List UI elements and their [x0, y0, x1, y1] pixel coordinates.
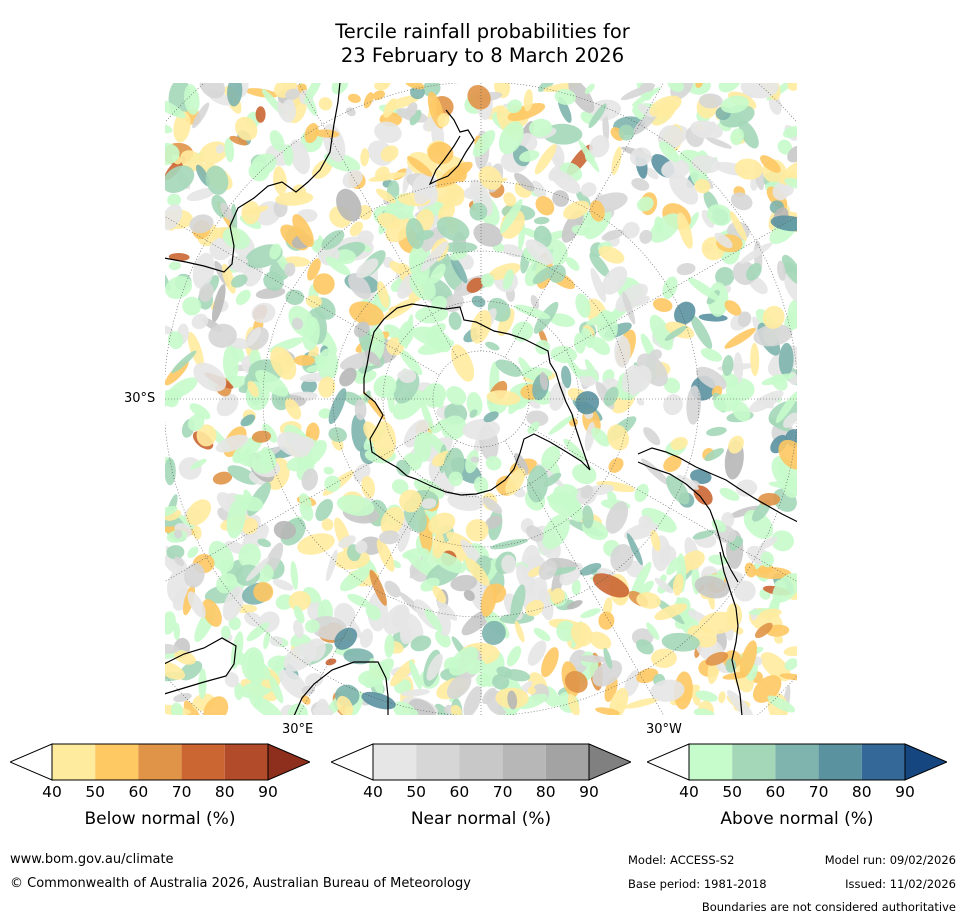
colorbar-tick-label: 90 [895, 783, 915, 801]
africa-coast [164, 637, 389, 716]
colorbar-min-extension [331, 743, 374, 781]
colorbar-tick-label: 80 [214, 783, 235, 801]
colorbar-label: Above normal (%) [720, 809, 874, 829]
probability-field [164, 82, 798, 716]
colorbar-swatch [52, 744, 96, 780]
latitude-circle [262, 180, 700, 618]
title-line-2: 23 February to 8 March 2026 [340, 44, 625, 67]
colorbar-swatch [95, 744, 139, 780]
lon-label-30e: 30°E [282, 722, 314, 737]
colorbar-swatch [181, 744, 225, 780]
graticule [164, 82, 798, 716]
colorbar-label: Below normal (%) [84, 809, 236, 829]
colorbar-swatches [647, 743, 947, 781]
colorbar-tick-label: 40 [679, 783, 699, 801]
colorbar-tick-label: 40 [363, 783, 383, 801]
title-line-1: Tercile rainfall probabilities for [335, 20, 630, 43]
colorbar-tick-label: 70 [808, 783, 829, 801]
lat-label-30s: 30°S [124, 391, 156, 406]
colorbar-swatch [224, 744, 268, 780]
map-canvas [164, 82, 798, 716]
colorbar-tick-label: 60 [128, 783, 149, 801]
model-run-date: Model run: 09/02/2026 [824, 853, 956, 867]
colorbar-swatches [10, 743, 310, 781]
colorbar-tick-label: 90 [258, 783, 278, 801]
map-title: Tercile rainfall probabilities for 23 Fe… [0, 20, 965, 68]
colorbar-tick-label: 60 [449, 783, 470, 801]
probability-map [164, 82, 798, 716]
model-name: Model: ACCESS-S2 [628, 853, 735, 867]
colorbar-swatch [502, 744, 546, 780]
colorbar-swatch [689, 744, 733, 780]
colorbar-tick-label: 70 [171, 783, 192, 801]
colorbar-swatch [818, 744, 862, 780]
colorbar-tick-label: 50 [406, 783, 427, 801]
south-america-coast [637, 447, 798, 716]
website-link[interactable]: www.bom.gov.au/climate [10, 852, 174, 867]
colorbar-swatches [331, 743, 631, 781]
colorbar-swatch [775, 744, 819, 780]
colorbar-max-extension [904, 743, 947, 781]
colorbar-tick-label: 50 [722, 783, 743, 801]
colorbar-min-extension [10, 743, 53, 781]
colorbar-max-extension [588, 743, 631, 781]
boundary-disclaimer: Boundaries are not considered authoritat… [701, 900, 956, 914]
copyright-text: © Commonwealth of Australia 2026, Austra… [10, 876, 471, 891]
colorbar-swatch [373, 744, 417, 780]
colorbar-tick-label: 80 [851, 783, 872, 801]
antarctica-coast [363, 303, 591, 496]
latitude-circle [382, 300, 580, 498]
colorbar-max-extension [267, 743, 310, 781]
issued-date: Issued: 11/02/2026 [845, 877, 956, 891]
australia-coast [164, 82, 341, 273]
colorbar-swatch [861, 744, 905, 780]
coastlines [164, 82, 798, 716]
colorbar-swatch [545, 744, 589, 780]
new-zealand-coast [428, 109, 475, 186]
colorbar-swatch [459, 744, 503, 780]
colorbar-label: Near normal (%) [410, 809, 552, 829]
colorbar-swatch [416, 744, 460, 780]
colorbar-swatch [138, 744, 182, 780]
base-period: Base period: 1981-2018 [628, 877, 767, 891]
colorbar-tick-label: 80 [535, 783, 556, 801]
lon-label-30w: 30°W [646, 722, 682, 737]
colorbar-tick-label: 50 [85, 783, 106, 801]
colorbar-min-extension [647, 743, 690, 781]
colorbar-swatch [732, 744, 776, 780]
colorbar-tick-label: 70 [492, 783, 513, 801]
colorbar-tick-label: 60 [765, 783, 786, 801]
colorbar-tick-label: 40 [42, 783, 62, 801]
colorbar-tick-label: 90 [579, 783, 599, 801]
